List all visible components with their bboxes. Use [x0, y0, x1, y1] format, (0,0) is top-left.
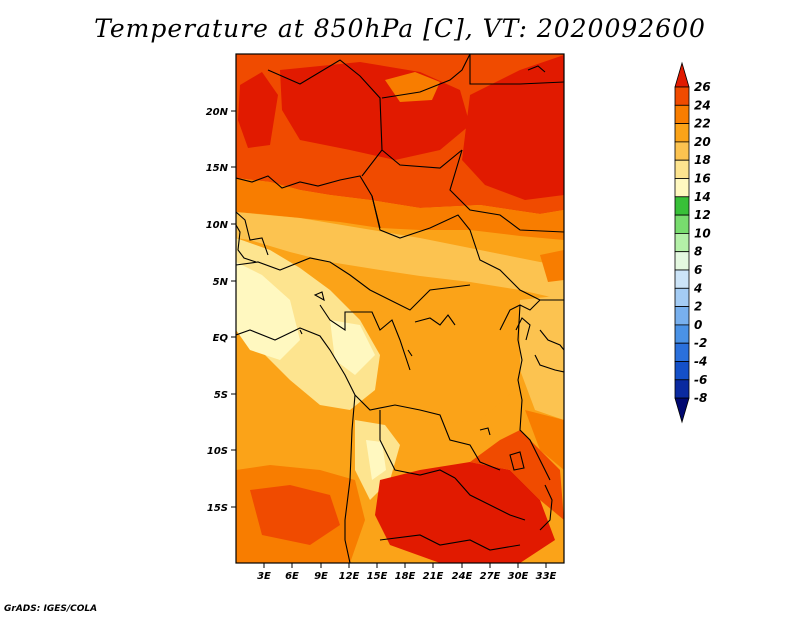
colorbar-label: -8 [694, 391, 707, 405]
grads-credit: GrADS: IGES/COLA [4, 604, 98, 614]
colorbar-segment [674, 61, 690, 88]
colorbar-label: 2 [694, 300, 702, 314]
colorbar-segment [674, 342, 690, 362]
map-frame [235, 53, 565, 564]
colorbar-label: 0 [694, 318, 702, 332]
colorbar-label: 24 [694, 98, 711, 112]
colorbar-segment [674, 324, 690, 344]
colorbar-segment [674, 104, 690, 125]
colorbar-segment [674, 361, 690, 381]
lon-label-9e: 9E [314, 571, 328, 582]
lat-label-15n: 15N [206, 163, 229, 174]
lon-ticks [263, 563, 547, 568]
lat-label-10s: 10S [207, 446, 228, 457]
colorbar-segment [674, 123, 690, 143]
temperature-field [236, 54, 564, 563]
colorbar-segment [674, 196, 690, 216]
colorbar-label: 12 [694, 208, 711, 222]
lon-label-15e: 15E [367, 571, 388, 582]
colorbar-segment [674, 159, 690, 179]
chart-title: Temperature at 850hPa [C], VT: 202009260… [94, 14, 706, 43]
lat-label-10n: 10N [206, 220, 229, 231]
lon-label-6e: 6E [285, 571, 299, 582]
colorbar-label: 8 [694, 245, 702, 259]
lon-label-33e: 33E [536, 571, 557, 582]
colorbar-label: -6 [694, 373, 707, 387]
colorbar-label: 18 [694, 153, 711, 167]
colorbar-segment [674, 178, 690, 198]
lat-label-20n: 20N [206, 107, 229, 118]
lon-label-18e: 18E [395, 571, 416, 582]
lon-label-21e: 21E [423, 571, 444, 582]
lat-ticks [231, 110, 236, 508]
lat-label-15s: 15S [207, 503, 228, 514]
colorbar-label: 22 [694, 117, 711, 131]
colorbar-segment [674, 141, 690, 161]
lon-label-12e: 12E [339, 571, 360, 582]
colorbar-label: -2 [694, 336, 707, 350]
lat-label-5s: 5S [214, 390, 228, 401]
lon-label-24e: 24E [452, 571, 473, 582]
colorbar-segment [674, 86, 690, 106]
colorbar-segment [674, 379, 690, 399]
colorbar-segment [674, 232, 690, 253]
colorbar-label: 16 [694, 172, 711, 186]
lat-label-5n: 5N [213, 277, 229, 288]
colorbar-segment [674, 287, 690, 307]
colorbar-label: 26 [694, 80, 711, 94]
colorbar-label: 4 [693, 281, 702, 295]
lon-label-3e: 3E [257, 571, 271, 582]
lon-label-30e: 30E [508, 571, 529, 582]
colorbar-label: -4 [694, 355, 707, 369]
colorbar-segment [674, 397, 690, 424]
lon-label-27e: 27E [480, 571, 501, 582]
colorbar-segment [674, 306, 690, 326]
colorbar-label: 20 [694, 135, 711, 149]
colorbar-label: 10 [694, 226, 711, 240]
country-borders [236, 54, 564, 563]
colorbar-label: 6 [694, 263, 702, 277]
colorbar-label: 14 [694, 190, 711, 204]
lat-label-eq: EQ [213, 333, 229, 344]
colorbar-segment [674, 251, 690, 271]
colorbar-segment [674, 214, 690, 234]
colorbar-segment [674, 269, 690, 289]
